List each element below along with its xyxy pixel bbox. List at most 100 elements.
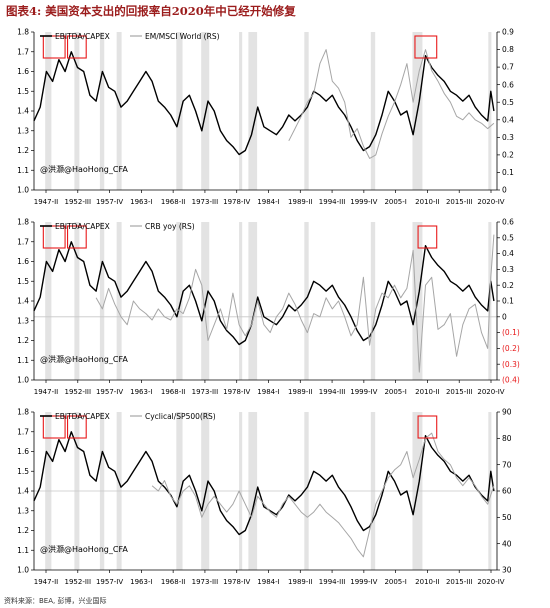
series-line-ebitda-capex <box>33 241 495 346</box>
series-line-ebitda-capex <box>33 51 495 156</box>
left-tick-label: 1.8 <box>17 408 29 417</box>
highlight-box <box>42 415 66 439</box>
watermark: @洪灏@HaoHong_CFA <box>40 544 128 554</box>
recession-band <box>370 222 376 380</box>
left-tick-label: 1.5 <box>17 87 29 96</box>
x-tick-label: 1989-II <box>288 198 312 206</box>
x-tick-label: 1994-III <box>319 578 346 586</box>
right-tick-label: 30 <box>502 566 512 575</box>
x-tick-label: 1994-III <box>319 388 346 396</box>
recession-band <box>201 32 210 190</box>
x-tick-label: 1984-I <box>257 198 279 206</box>
x-tick-label: 2020-IV <box>477 578 504 586</box>
x-tick-label: 1984-I <box>257 578 279 586</box>
left-tick-label: 1.6 <box>17 257 29 266</box>
x-tick-label: 1952-III <box>65 578 92 586</box>
x-tick-label: 1978-IV <box>223 198 250 206</box>
right-tick-label: 0.6 <box>502 80 514 89</box>
chart-panel-1: 1.0 1.1 1.2 1.3 1.4 1.5 1.6 1.7 1.8 0 0.1 0.2 0.3 0.4… <box>0 22 550 218</box>
legend-label: EBITDA/CAPEX <box>55 412 110 421</box>
legend: EBITDA/CAPEX EM/MSCI World (RS) <box>40 32 220 41</box>
series-line-secondary <box>151 432 495 558</box>
recession-band <box>304 222 309 380</box>
x-tick-label: 2010-II <box>415 578 439 586</box>
x-tick-label: 2010-II <box>415 198 439 206</box>
right-tick-label: 0.2 <box>502 281 514 290</box>
highlight-box <box>42 35 66 59</box>
left-tick-label: 1.2 <box>17 526 29 535</box>
legend-label: CRB yoy (RS) <box>145 222 195 231</box>
x-tick-label: 1973-III <box>192 198 219 206</box>
x-tick-label: 1957-IV <box>96 198 123 206</box>
recession-band <box>74 222 80 380</box>
x-tick-label: 1999-IV <box>350 578 377 586</box>
highlight-box <box>417 415 438 439</box>
recession-band <box>201 222 210 380</box>
x-tick-label: 2015-III <box>446 388 473 396</box>
legend-label: EBITDA/CAPEX <box>55 222 110 231</box>
x-tick-label: 1952-III <box>65 198 92 206</box>
left-tick-label: 1.0 <box>17 376 29 385</box>
recession-band <box>488 32 492 190</box>
highlight-box <box>67 35 87 59</box>
highlight-box <box>414 35 438 59</box>
x-tick-label: 1957-IV <box>96 578 123 586</box>
left-tick-label: 1.1 <box>17 356 29 365</box>
recession-band <box>248 32 258 190</box>
chart-panel-2: 1.0 1.1 1.2 1.3 1.4 1.5 1.6 1.7 1.8 (0.4) (0.3) (0.… <box>0 212 550 408</box>
right-tick-label: 0.3 <box>502 133 514 142</box>
x-tick-label: 1978-IV <box>223 578 250 586</box>
x-tick-label: 1984-I <box>257 388 279 396</box>
x-tick-label: 2010-II <box>415 388 439 396</box>
x-tick-label: 1947-II <box>34 388 58 396</box>
legend-label: Cyclical/SP500(RS) <box>145 412 216 421</box>
recession-band <box>304 32 309 190</box>
left-tick-label: 1.6 <box>17 447 29 456</box>
legend: EBITDA/CAPEX Cyclical/SP500(RS) <box>40 412 216 421</box>
right-tick-label: (0.3) <box>502 360 520 369</box>
x-tick-label: 2015-III <box>446 578 473 586</box>
legend-label: EBITDA/CAPEX <box>55 32 110 41</box>
highlight-box <box>67 415 87 439</box>
x-tick-label: 1968-II <box>161 388 185 396</box>
x-tick-label: 1968-II <box>161 198 185 206</box>
left-tick-label: 1.3 <box>17 506 29 515</box>
left-tick-label: 1.7 <box>17 47 29 56</box>
left-tick-label: 1.1 <box>17 166 29 175</box>
x-tick-label: 1978-IV <box>223 388 250 396</box>
right-tick-label: 0.1 <box>502 168 514 177</box>
recession-band <box>239 222 243 380</box>
x-tick-label: 1973-III <box>192 388 219 396</box>
left-tick-label: 1.2 <box>17 336 29 345</box>
recession-band <box>99 32 105 190</box>
right-tick-label: 0.6 <box>502 218 514 227</box>
left-tick-label: 1.4 <box>17 297 29 306</box>
right-tick-label: 0.5 <box>502 98 514 107</box>
figure-title: 图表4: 美国资本支出的回报率自2020年中已经开始修复 <box>6 4 296 18</box>
right-tick-label: 0 <box>502 312 507 321</box>
x-tick-label: 2015-III <box>446 198 473 206</box>
right-tick-label: (0.1) <box>502 328 520 337</box>
recession-band <box>99 222 105 380</box>
right-tick-label: (0.2) <box>502 344 520 353</box>
recession-band <box>239 32 243 190</box>
recession-band <box>370 32 376 190</box>
left-tick-label: 1.2 <box>17 146 29 155</box>
recession-band <box>176 222 183 380</box>
series-line-secondary <box>288 49 495 159</box>
right-tick-label: 50 <box>502 513 512 522</box>
x-tick-label: 1947-II <box>34 578 58 586</box>
x-tick-label: 1957-IV <box>96 388 123 396</box>
x-tick-label: 1963-I <box>130 578 152 586</box>
left-tick-label: 1.8 <box>17 218 29 227</box>
right-tick-label: 0 <box>502 186 507 195</box>
x-tick-label: 1952-III <box>65 388 92 396</box>
left-tick-label: 1.7 <box>17 237 29 246</box>
left-tick-label: 1.6 <box>17 67 29 76</box>
x-tick-label: 2005-I <box>384 198 406 206</box>
x-tick-label: 2005-I <box>384 578 406 586</box>
left-tick-label: 1.4 <box>17 107 29 116</box>
left-tick-label: 1.5 <box>17 277 29 286</box>
recession-band <box>176 32 183 190</box>
recession-band <box>45 32 52 190</box>
